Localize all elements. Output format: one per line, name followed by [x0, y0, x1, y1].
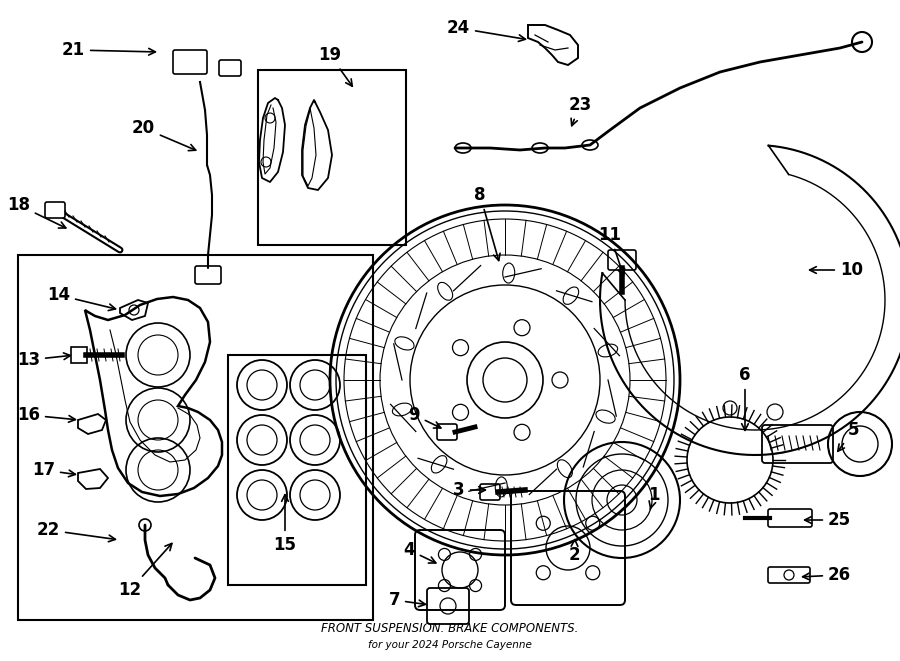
Text: 21: 21: [62, 41, 156, 59]
Text: 12: 12: [119, 543, 172, 599]
Text: 8: 8: [474, 186, 500, 260]
Text: 5: 5: [838, 421, 860, 451]
Text: 16: 16: [17, 406, 76, 424]
Bar: [258, 70, 406, 245]
Text: 19: 19: [319, 46, 352, 86]
Text: FRONT SUSPENSION. BRAKE COMPONENTS.: FRONT SUSPENSION. BRAKE COMPONENTS.: [321, 622, 579, 635]
Text: 26: 26: [803, 566, 851, 584]
Text: 2: 2: [569, 539, 580, 564]
Text: 25: 25: [805, 511, 851, 529]
Text: 1: 1: [649, 486, 660, 510]
Text: 9: 9: [409, 406, 441, 428]
Text: 22: 22: [37, 521, 115, 542]
FancyBboxPatch shape: [45, 202, 65, 218]
Text: 4: 4: [403, 541, 436, 563]
Bar: [228, 355, 366, 585]
Text: 3: 3: [454, 481, 485, 499]
Text: 10: 10: [810, 261, 863, 279]
Text: 11: 11: [598, 226, 625, 276]
Text: 7: 7: [389, 591, 426, 609]
Text: for your 2024 Porsche Cayenne: for your 2024 Porsche Cayenne: [368, 640, 532, 650]
Bar: [18, 255, 373, 620]
Text: 18: 18: [7, 196, 66, 228]
Text: 23: 23: [569, 96, 591, 126]
Text: 13: 13: [17, 351, 70, 369]
Text: 20: 20: [132, 119, 195, 151]
Text: 15: 15: [274, 494, 296, 554]
Text: 14: 14: [47, 286, 115, 311]
Text: 6: 6: [739, 366, 751, 430]
Text: 17: 17: [32, 461, 76, 479]
Text: 24: 24: [446, 19, 526, 42]
